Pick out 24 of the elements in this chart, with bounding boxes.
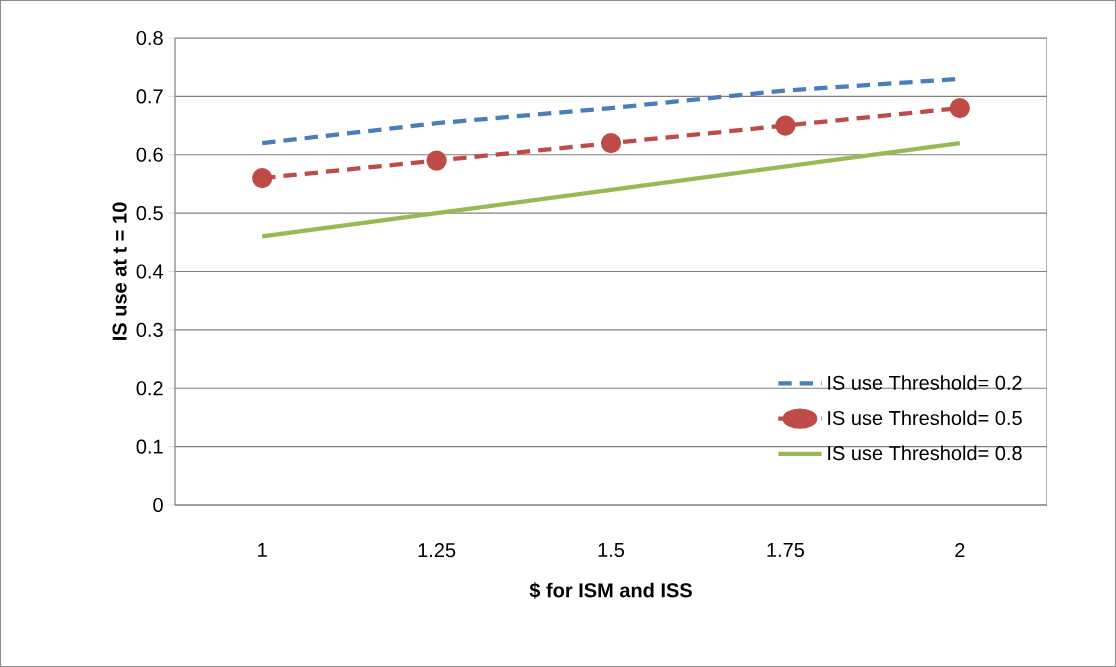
y-tick-label: 0.5 bbox=[136, 206, 163, 221]
x-tick-label: 1 bbox=[258, 543, 267, 557]
y-tick-label: 0.3 bbox=[136, 322, 163, 337]
legend-label: IS use Threshold= 0.2 bbox=[828, 375, 1022, 390]
x-tick-label: 2 bbox=[955, 543, 965, 558]
y-tick-label: 0.1 bbox=[136, 439, 163, 454]
y-tick-label: 0 bbox=[153, 497, 163, 513]
legend-label: IS use Threshold= 0.8 bbox=[828, 445, 1022, 461]
point bbox=[949, 97, 970, 119]
y-tick-label: 0.4 bbox=[136, 264, 164, 279]
point bbox=[775, 115, 796, 136]
x-axis-title: $ for ISM and ISS bbox=[529, 582, 692, 599]
x-tick-label: 1.25 bbox=[418, 543, 456, 558]
x-tick-label: 1.5 bbox=[598, 543, 625, 557]
y-tick-label: 0.6 bbox=[136, 147, 163, 162]
point bbox=[426, 150, 447, 171]
y-axis-title: IS use at t = 10 bbox=[112, 202, 127, 340]
point bbox=[252, 167, 273, 189]
y-tick-label: 0.7 bbox=[136, 89, 163, 104]
point bbox=[600, 132, 622, 154]
y-tick-label: 0.2 bbox=[136, 381, 163, 396]
y-tick-label: 0.8 bbox=[136, 30, 163, 46]
legend-label: IS use Threshold= 0.5 bbox=[828, 410, 1022, 426]
x-tick-label: 1.75 bbox=[767, 543, 805, 557]
